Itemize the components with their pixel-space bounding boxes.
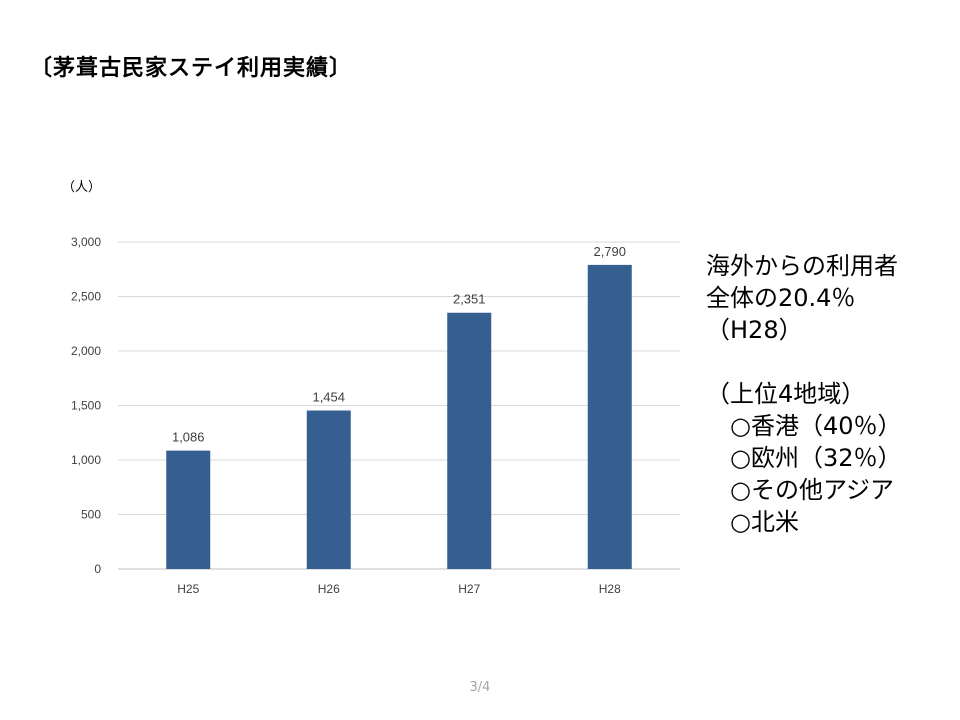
side-note-line: 海外からの利用者 — [706, 252, 898, 280]
y-tick-label: 1,500 — [71, 399, 101, 413]
side-note-line: 全体の20.4％ — [706, 284, 856, 312]
side-note-line: （H28） — [706, 316, 803, 344]
data-label: 2,790 — [593, 244, 626, 259]
y-tick-label: 0 — [94, 562, 101, 576]
y-tick-label: 2,000 — [71, 344, 101, 358]
y-tick-label: 2,500 — [71, 290, 101, 304]
side-note-line: ○北米 — [706, 508, 799, 536]
slide-title: 〔茅葺古民家ステイ利用実績〕 — [30, 56, 353, 81]
x-tick-label: H26 — [318, 582, 340, 596]
y-tick-label: 3,000 — [71, 235, 101, 249]
page-number: 3/4 — [469, 680, 491, 695]
x-tick-label: H25 — [177, 582, 199, 596]
bar-h27 — [447, 312, 492, 569]
y-tick-label: 500 — [81, 508, 101, 522]
side-note: 海外からの利用者 全体の20.4％ （H28） （上位4地域） ○香港（40％） ○… — [706, 250, 901, 538]
y-tick-label: 1,000 — [71, 453, 101, 467]
x-tick-label: H28 — [599, 582, 621, 596]
data-label: 2,351 — [453, 292, 486, 307]
y-axis-unit-label: （人） — [62, 180, 102, 195]
data-label: 1,086 — [172, 430, 205, 445]
bar-h26 — [306, 410, 351, 569]
data-label: 1,454 — [312, 390, 345, 405]
x-tick-label: H27 — [458, 582, 480, 596]
side-note-line: ○欧州（32％） — [706, 444, 902, 472]
side-note-line — [706, 346, 901, 378]
side-note-line: （上位4地域） — [706, 380, 866, 408]
side-note-line: ○香港（40％） — [706, 412, 902, 440]
side-note-line: ○その他アジア — [706, 476, 894, 504]
bar-h25 — [166, 450, 211, 569]
bar-h28 — [587, 264, 632, 569]
